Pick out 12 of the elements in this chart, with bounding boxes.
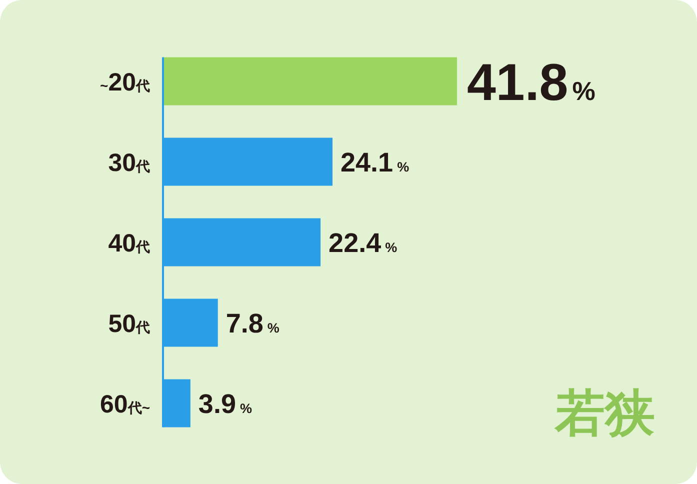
data-label: 24.1%: [340, 147, 410, 178]
data-label: 7.8%: [226, 308, 280, 338]
data-label: 41.8%: [467, 54, 596, 112]
data-label: 22.4%: [328, 228, 398, 258]
y-tick-label: 60代~: [100, 390, 150, 418]
y-tick-label: 40代: [108, 229, 150, 258]
bar: [163, 57, 457, 106]
y-tick-label: ~20代: [100, 68, 150, 96]
y-tick-label: 30代: [108, 148, 150, 177]
data-label: 3.9%: [198, 388, 252, 419]
y-tick-label: 50代: [108, 310, 150, 338]
text: 若狭: [554, 385, 655, 441]
